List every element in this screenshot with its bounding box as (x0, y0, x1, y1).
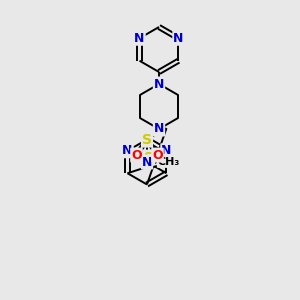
Text: O: O (131, 148, 142, 162)
Text: N: N (142, 155, 152, 169)
Text: CH₃: CH₃ (158, 157, 180, 167)
Text: N: N (134, 32, 145, 45)
Text: O: O (152, 148, 163, 162)
Text: S: S (142, 133, 152, 146)
Text: N: N (154, 122, 164, 136)
Text: N: N (173, 32, 184, 45)
Text: N: N (161, 144, 172, 157)
Text: S: S (144, 151, 154, 165)
Text: N: N (154, 77, 164, 91)
Text: N: N (122, 144, 133, 157)
